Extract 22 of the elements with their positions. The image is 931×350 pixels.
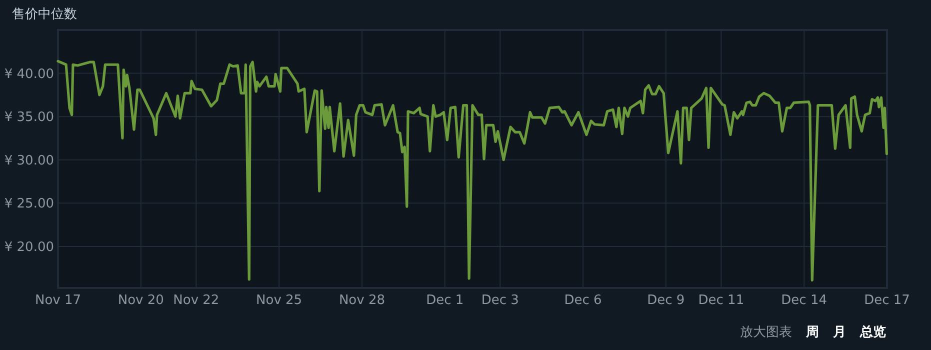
y-tick-label: ¥ 35.00 xyxy=(4,110,54,126)
x-tick-label: Nov 20 xyxy=(118,293,164,308)
x-tick-label: Nov 25 xyxy=(256,293,302,308)
x-tick-label: Dec 9 xyxy=(647,293,685,308)
y-tick-label: ¥ 25.00 xyxy=(4,196,54,212)
chart-title: 售价中位数 xyxy=(12,7,77,22)
y-tick-label: ¥ 40.00 xyxy=(4,66,54,82)
x-tick-label: Dec 17 xyxy=(864,293,910,308)
text: 周 xyxy=(805,325,819,340)
x-tick-label: Dec 6 xyxy=(564,293,602,308)
text: 总览 xyxy=(859,324,886,340)
x-tick-label: Dec 14 xyxy=(781,293,828,308)
x-tick-label: Nov 17 xyxy=(34,293,82,308)
x-tick-label: Dec 3 xyxy=(481,293,519,308)
x-tick-label: Dec 11 xyxy=(698,293,744,308)
x-tick-label: Nov 28 xyxy=(338,293,385,308)
text: 月 xyxy=(832,325,846,340)
y-tick-label: ¥ 30.00 xyxy=(4,153,54,168)
text: 放大图表 xyxy=(740,325,792,340)
x-tick-label: Nov 22 xyxy=(173,293,220,308)
y-tick-label: ¥ 20.00 xyxy=(4,240,54,255)
x-tick-label: Dec 1 xyxy=(426,293,464,308)
